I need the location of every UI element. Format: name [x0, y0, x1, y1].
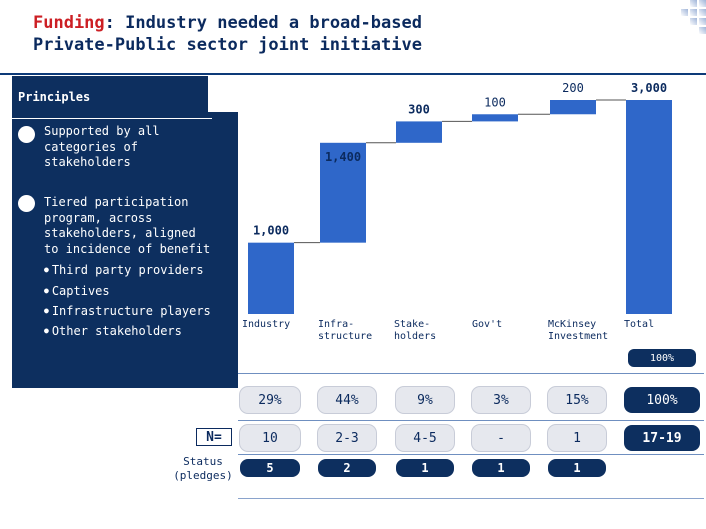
category-label-mckinsey: McKinsey Investment: [548, 319, 609, 342]
table-divider: [238, 373, 704, 374]
n-infrastructure: 2-3: [318, 425, 376, 451]
header-rule: [0, 73, 706, 75]
bar-1: [320, 142, 366, 243]
value-label-0: 1,000: [253, 224, 289, 238]
percent-govt: 3%: [472, 387, 530, 413]
bar-3: [472, 114, 518, 122]
value-label-5: 3,000: [631, 81, 667, 95]
bullet-icon: [18, 195, 35, 212]
status-infrastructure: 2: [318, 459, 376, 477]
panel-divider: [12, 118, 212, 119]
percent-total: 100%: [624, 387, 700, 413]
category-label-stakeholders: Stake-holders: [394, 319, 437, 342]
table-divider: [238, 420, 704, 421]
category-label-industry: Industry: [242, 319, 291, 330]
bar-5: [626, 100, 672, 314]
value-label-1: 1,400: [325, 150, 361, 164]
percent-infrastructure: 44%: [318, 387, 376, 413]
percent-stakeholders: 9%: [396, 387, 454, 413]
n-label: N=: [196, 428, 232, 446]
category-label-total: Total: [624, 319, 655, 330]
n-govt: -: [472, 425, 530, 451]
value-label-3: 100: [484, 95, 506, 109]
slide-title: Funding: Industry needed a broad-based P…: [33, 12, 422, 56]
n-industry: 10: [240, 425, 300, 451]
status-stakeholders: 1: [396, 459, 454, 477]
status-mckinsey: 1: [548, 459, 606, 477]
bar-0: [248, 242, 294, 314]
category-label-govt: Gov't: [472, 319, 503, 330]
bar-4: [550, 100, 596, 115]
percent-mckinsey: 15%: [548, 387, 606, 413]
category-label-infrastructure: Infra-structure: [318, 319, 373, 342]
sub-item-third-party: Third party providers: [44, 263, 204, 277]
principle-2: Tiered participation program, across sta…: [44, 195, 211, 256]
status-govt: 1: [472, 459, 530, 477]
percent-industry: 29%: [240, 387, 300, 413]
title-line2: Private-Public sector joint initiative: [33, 35, 422, 55]
bar-2: [396, 121, 442, 143]
table-bottom-rule: [238, 498, 704, 499]
value-label-2: 300: [408, 102, 430, 116]
status-label: Status (pledges): [173, 455, 233, 482]
value-label-4: 200: [562, 81, 584, 95]
title-highlight: Funding: [33, 13, 105, 33]
sub-item-infrastructure: Infrastructure players: [44, 304, 211, 318]
status-industry: 5: [240, 459, 300, 477]
principle-1: Supported by all categories of stakehold…: [44, 124, 160, 169]
title-line1-rest: : Industry needed a broad-based: [104, 13, 422, 33]
n-stakeholders: 4-5: [396, 425, 454, 451]
corner-pattern-icon: [681, 0, 706, 34]
total-badge: 100%: [628, 349, 696, 367]
sub-item-captives: Captives: [44, 284, 110, 298]
principles-heading: Principles: [18, 90, 91, 104]
n-total: 17-19: [624, 425, 700, 451]
table-divider: [238, 454, 704, 455]
n-mckinsey: 1: [548, 425, 606, 451]
bullet-icon: [18, 126, 35, 143]
sub-item-other: Other stakeholders: [44, 324, 182, 338]
